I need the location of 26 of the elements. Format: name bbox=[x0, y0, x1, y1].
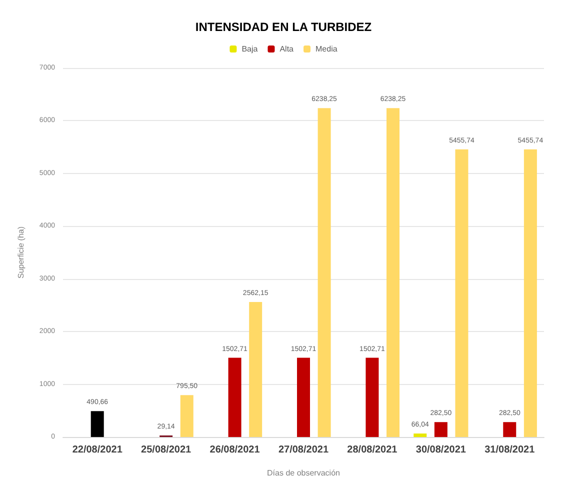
bar bbox=[318, 108, 331, 437]
x-tick-label: 26/08/2021 bbox=[210, 444, 260, 456]
x-tick-label: 30/08/2021 bbox=[416, 444, 466, 456]
bar bbox=[180, 395, 194, 437]
bar bbox=[455, 149, 468, 437]
chart-title: INTENSIDAD EN LA TURBIDEZ bbox=[195, 20, 372, 34]
bar bbox=[297, 358, 310, 437]
y-axis-title: Superficie (ha) bbox=[16, 226, 26, 279]
bar bbox=[386, 108, 400, 437]
x-tick-label: 27/08/2021 bbox=[278, 444, 329, 456]
bar bbox=[249, 302, 262, 437]
bar bbox=[90, 411, 104, 437]
bar bbox=[503, 422, 516, 437]
bar bbox=[228, 358, 242, 437]
x-tick-label: 25/08/2021 bbox=[141, 444, 192, 456]
bar bbox=[414, 434, 427, 437]
bar bbox=[366, 358, 379, 437]
legend-label: Baja bbox=[242, 44, 258, 54]
x-tick-label: 31/08/2021 bbox=[484, 444, 536, 456]
x-tick-label: 28/08/2021 bbox=[347, 444, 398, 456]
legend-label: Alta bbox=[280, 44, 294, 54]
x-tick-label: 22/08/2021 bbox=[72, 444, 123, 456]
bar bbox=[434, 422, 448, 437]
x-axis-title: Días de observación bbox=[267, 468, 340, 478]
legend-label: Media bbox=[316, 44, 338, 54]
bar bbox=[524, 149, 537, 437]
